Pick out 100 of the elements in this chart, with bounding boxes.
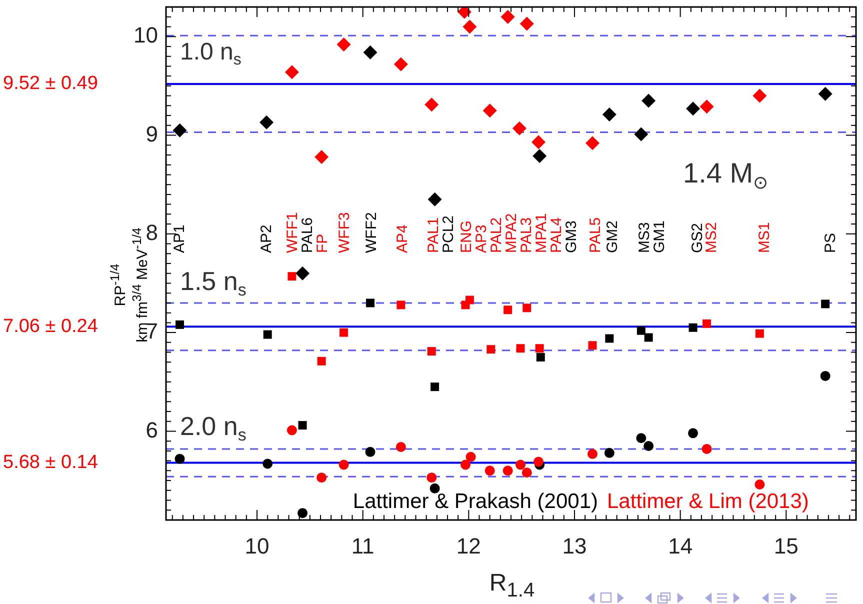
point: [298, 508, 308, 518]
annotation: PAL5: [587, 217, 604, 253]
point: [702, 444, 712, 454]
x-tick-label: 15: [774, 533, 798, 558]
text: 5.68 ± 0.14: [3, 452, 98, 474]
annotation: AP1: [171, 224, 188, 253]
point: [486, 345, 496, 354]
point: [426, 472, 437, 483]
annotation: Lattimer & Lim (2013): [607, 490, 809, 513]
point: [688, 323, 698, 332]
annotation: Lattimer & Prakash (2001): [352, 490, 598, 513]
point: [262, 458, 273, 469]
x-tick-label: 10: [244, 533, 270, 558]
point: [340, 328, 348, 337]
point: [427, 347, 436, 356]
point: [604, 448, 614, 458]
point: [536, 352, 545, 362]
point: [365, 446, 376, 457]
point: [466, 452, 476, 462]
point: [460, 460, 470, 470]
annotation: AP3: [473, 224, 490, 253]
x-axis-title: R$_{1.4}$: [489, 570, 535, 602]
point: [700, 100, 714, 114]
annotation: WFF3: [336, 212, 354, 253]
point: [585, 136, 600, 150]
point: [174, 454, 185, 464]
point: [644, 441, 654, 452]
point: [532, 148, 547, 163]
y-tick-label: 6: [146, 417, 158, 442]
annotation: MPA2: [503, 213, 520, 253]
point: [396, 300, 406, 310]
point: [504, 306, 512, 314]
point: [686, 102, 700, 116]
point: [522, 304, 532, 312]
point: [462, 20, 477, 34]
point: [602, 108, 616, 122]
annotation: FP: [314, 234, 332, 253]
point: [512, 121, 526, 136]
annotation: AP4: [394, 224, 412, 253]
point: [338, 460, 349, 470]
point: [336, 37, 351, 52]
text: 7.06 ± 0.24: [3, 316, 98, 338]
point: [520, 16, 534, 31]
y-tick-label: 9: [146, 121, 158, 146]
point: [534, 456, 544, 467]
point: [394, 57, 408, 72]
point: [314, 150, 329, 164]
point: [532, 135, 546, 150]
annotation: MPA1: [533, 213, 550, 253]
point: [634, 127, 648, 142]
point: [296, 266, 310, 280]
point: [288, 272, 296, 281]
point: [588, 341, 597, 350]
point: [688, 428, 698, 438]
point: [284, 65, 299, 80]
point: [430, 483, 440, 494]
annotation: GM1: [651, 220, 668, 253]
text: 9.52 ± 0.49: [3, 73, 98, 94]
point: [702, 319, 712, 328]
point: [755, 329, 764, 338]
point: [636, 433, 646, 444]
point: [818, 86, 832, 101]
point: [605, 334, 614, 343]
point: [424, 98, 439, 112]
point: [172, 123, 187, 138]
point: [754, 479, 765, 490]
annotation: PAL3: [518, 217, 536, 253]
point: [286, 425, 297, 436]
point: [644, 333, 653, 342]
point: [316, 472, 327, 483]
y-tick-label: 8: [146, 220, 158, 245]
annotation: WFF1: [284, 212, 302, 253]
point: [821, 300, 830, 308]
point: [482, 104, 497, 118]
point: [428, 192, 442, 206]
annotation: GM2: [604, 220, 622, 253]
point: [642, 94, 656, 108]
x-tick-label: 11: [351, 533, 374, 558]
point: [317, 356, 326, 366]
point: [516, 460, 526, 470]
x-tick-label: 14: [668, 533, 693, 558]
point: [820, 370, 830, 381]
annotation: PAL1: [425, 217, 442, 253]
x-tick-label: 13: [562, 533, 587, 558]
annotation: PS: [822, 232, 840, 253]
point: [176, 320, 184, 329]
point: [636, 326, 646, 335]
point: [500, 10, 515, 24]
annotation: PAL2: [488, 217, 506, 253]
annotation: PCL2: [440, 215, 458, 253]
point: [484, 466, 495, 476]
y-tick-label: 10: [134, 22, 158, 48]
point: [366, 298, 374, 308]
point: [298, 421, 307, 430]
annotation: PAL6: [299, 217, 316, 253]
annotation: ENG: [458, 220, 476, 253]
point: [752, 88, 767, 103]
annotation: MS1: [756, 222, 774, 253]
point: [465, 296, 474, 304]
point: [396, 442, 406, 452]
